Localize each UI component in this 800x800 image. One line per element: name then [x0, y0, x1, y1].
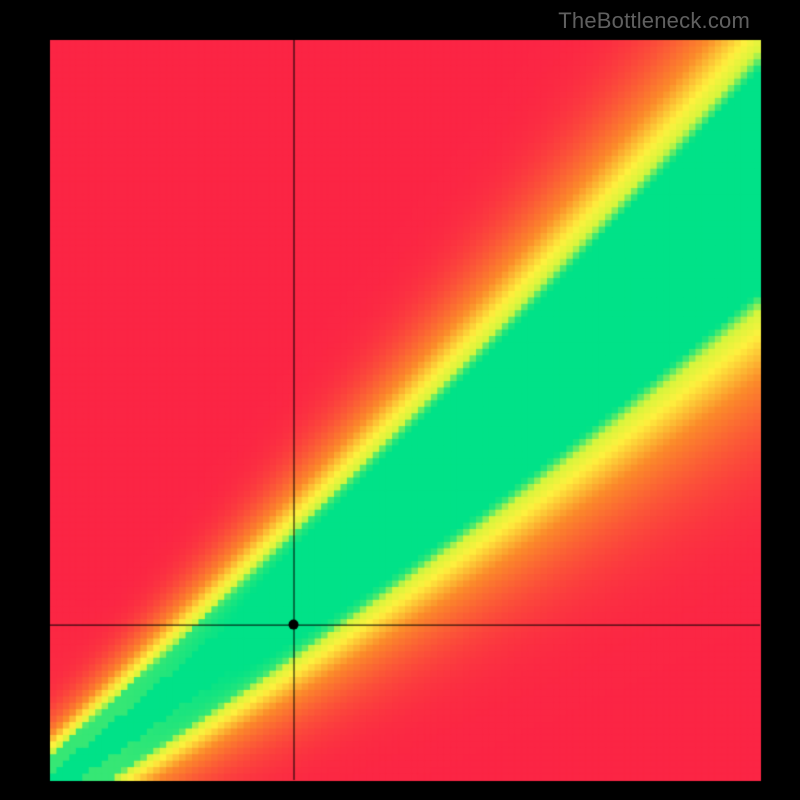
watermark-text: TheBottleneck.com — [558, 8, 750, 34]
bottleneck-heatmap — [0, 0, 800, 800]
chart-container: TheBottleneck.com — [0, 0, 800, 800]
